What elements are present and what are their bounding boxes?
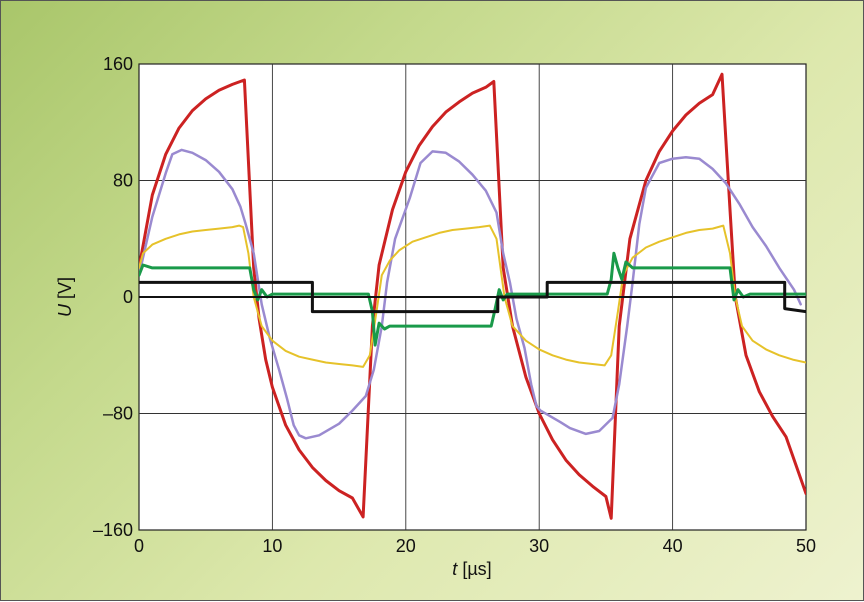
x-tick-label: 40 — [663, 536, 683, 556]
x-tick-label: 0 — [134, 536, 144, 556]
x-tick-label: 30 — [529, 536, 549, 556]
series-line-6 — [139, 280, 806, 314]
series-line-3 — [139, 224, 806, 368]
series-group — [139, 72, 806, 520]
y-tick-label: 80 — [113, 171, 133, 191]
x-tick-label: 10 — [262, 536, 282, 556]
y-tick-label: –160 — [93, 520, 133, 540]
y-tick-labels: –160 –80 0 80 160 — [93, 54, 133, 540]
x-tick-labels: 0 10 20 30 40 50 — [134, 536, 816, 556]
x-tick-label: 20 — [396, 536, 416, 556]
y-tick-label: 160 — [103, 54, 133, 74]
series-line-2 — [139, 148, 802, 440]
y-axis-label: U [V] — [55, 277, 75, 317]
y-tick-label: –80 — [103, 404, 133, 424]
y-tick-label: 0 — [123, 287, 133, 307]
x-tick-label: 50 — [796, 536, 816, 556]
x-axis-label: t [µs] — [452, 559, 491, 579]
series-line-1 — [139, 72, 806, 520]
